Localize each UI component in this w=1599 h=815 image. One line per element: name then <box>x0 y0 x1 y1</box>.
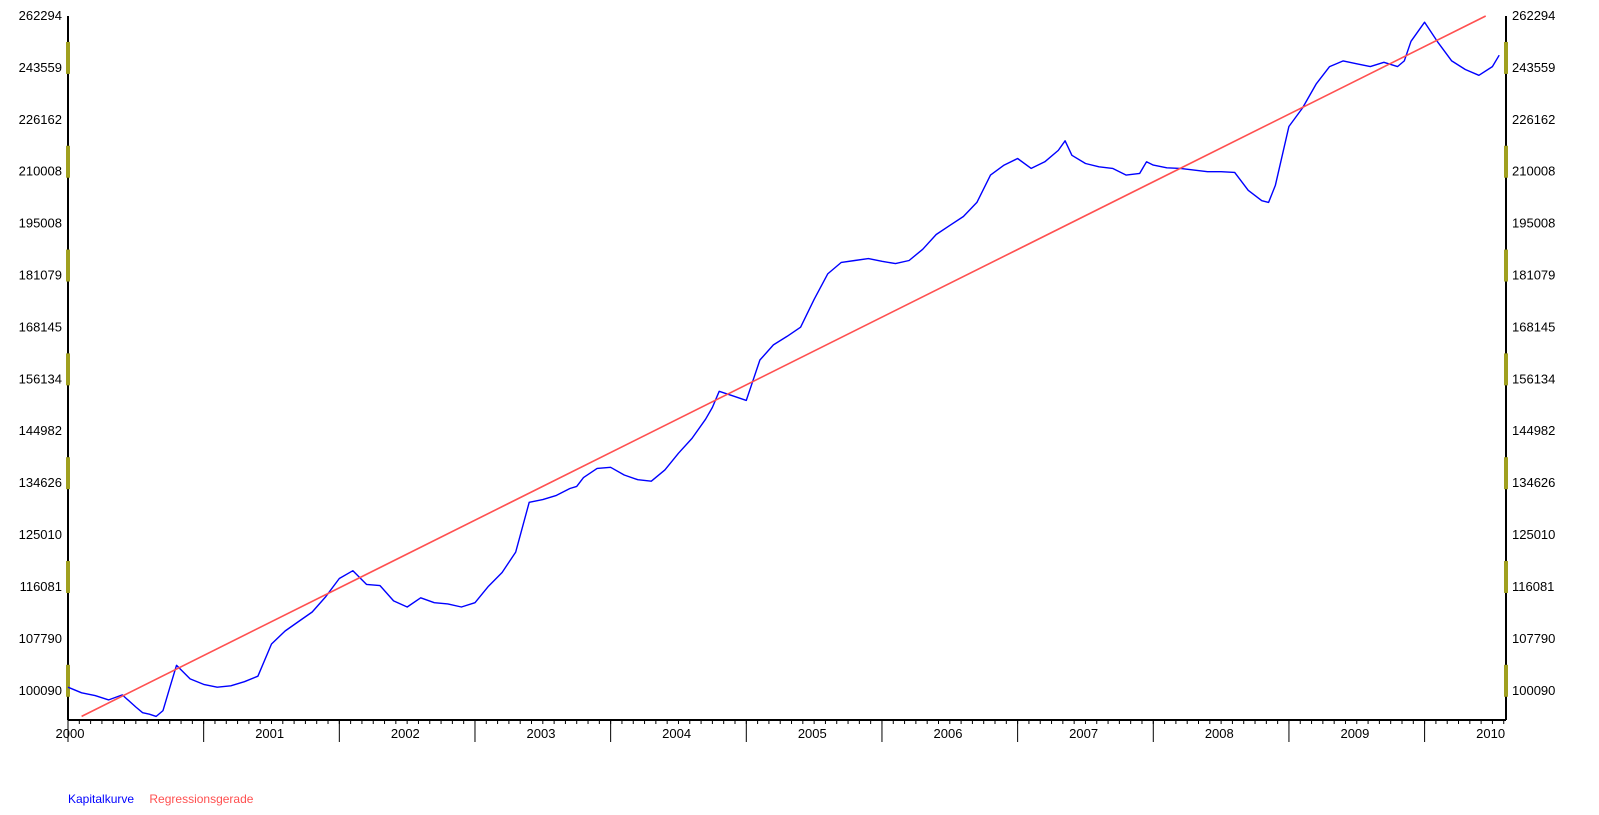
y-tick-label-left: 134626 <box>19 475 62 490</box>
y-tick-label-left: 116081 <box>20 579 62 594</box>
y-tick-label-right: 144982 <box>1512 423 1555 438</box>
y-axis-right-band <box>1504 249 1508 282</box>
x-tick-label: 2000 <box>56 726 85 741</box>
x-tick-label: 2005 <box>798 726 827 741</box>
y-tick-label-right: 116081 <box>1512 579 1554 594</box>
y-tick-label-left: 181079 <box>19 268 62 283</box>
y-axis-left-band <box>66 664 70 697</box>
x-tick-label: 2009 <box>1340 726 1369 741</box>
x-tick-label: 2008 <box>1205 726 1234 741</box>
x-tick-label: 2006 <box>934 726 963 741</box>
y-axis-left-band <box>66 561 70 593</box>
x-tick-label: 2001 <box>255 726 284 741</box>
y-tick-label-left: 262294 <box>19 8 62 23</box>
y-tick-label-left: 243559 <box>19 60 62 75</box>
y-axis-right-band <box>1504 664 1508 697</box>
y-tick-label-left: 226162 <box>19 112 62 127</box>
y-axis-left-band <box>66 353 70 386</box>
y-tick-label-left: 125010 <box>19 527 62 542</box>
y-axis-left-band <box>66 145 70 178</box>
y-tick-label-right: 243559 <box>1512 60 1555 75</box>
y-axis-left-band <box>66 457 70 490</box>
y-tick-label-right: 262294 <box>1512 8 1555 23</box>
x-tick-label: 2010 <box>1476 726 1505 741</box>
y-tick-label-left: 210008 <box>19 164 62 179</box>
y-tick-label-right: 107790 <box>1512 631 1555 646</box>
legend-entry-kapitalkurve: Kapitalkurve <box>68 792 135 806</box>
y-tick-label-right: 168145 <box>1512 319 1555 334</box>
y-tick-label-left: 168145 <box>19 319 62 334</box>
y-tick-label-right: 100090 <box>1512 683 1555 698</box>
y-tick-label-left: 100090 <box>19 683 62 698</box>
y-tick-label-right: 210008 <box>1512 164 1555 179</box>
x-tick-label: 2003 <box>527 726 556 741</box>
series-line-kapitalkurve <box>67 21 1500 718</box>
legend-entry-regressionsgerade: Regressionsgerade <box>149 792 254 806</box>
y-axis-right-band <box>1504 457 1508 490</box>
y-tick-label-left: 107790 <box>19 631 62 646</box>
x-tick-label: 2004 <box>662 726 691 741</box>
series-line-regressionsgerade <box>81 15 1487 718</box>
y-tick-label-left: 144982 <box>19 423 62 438</box>
y-tick-label-left: 156134 <box>19 371 62 386</box>
y-tick-label-right: 134626 <box>1512 475 1555 490</box>
y-axis-right-band <box>1504 41 1508 74</box>
legend: Kapitalkurve Regressionsgerade <box>68 792 265 806</box>
y-tick-label-right: 125010 <box>1512 527 1555 542</box>
y-axis-left-band <box>66 249 70 282</box>
y-tick-label-right: 195008 <box>1512 216 1555 231</box>
y-axis-right-band <box>1504 561 1508 593</box>
y-tick-label-right: 181079 <box>1512 268 1555 283</box>
x-tick-label: 2007 <box>1069 726 1098 741</box>
y-tick-label-left: 195008 <box>19 216 62 231</box>
y-tick-label-right: 226162 <box>1512 112 1555 127</box>
y-axis-left-band <box>66 41 70 74</box>
y-axis-right-band <box>1504 353 1508 386</box>
plot-area: 100090 100090 107790 107790 116081 116081 1250… <box>19 8 1555 742</box>
y-axis-right-band <box>1504 145 1508 178</box>
x-tick-label: 2002 <box>391 726 420 741</box>
y-tick-label-right: 156134 <box>1512 371 1555 386</box>
